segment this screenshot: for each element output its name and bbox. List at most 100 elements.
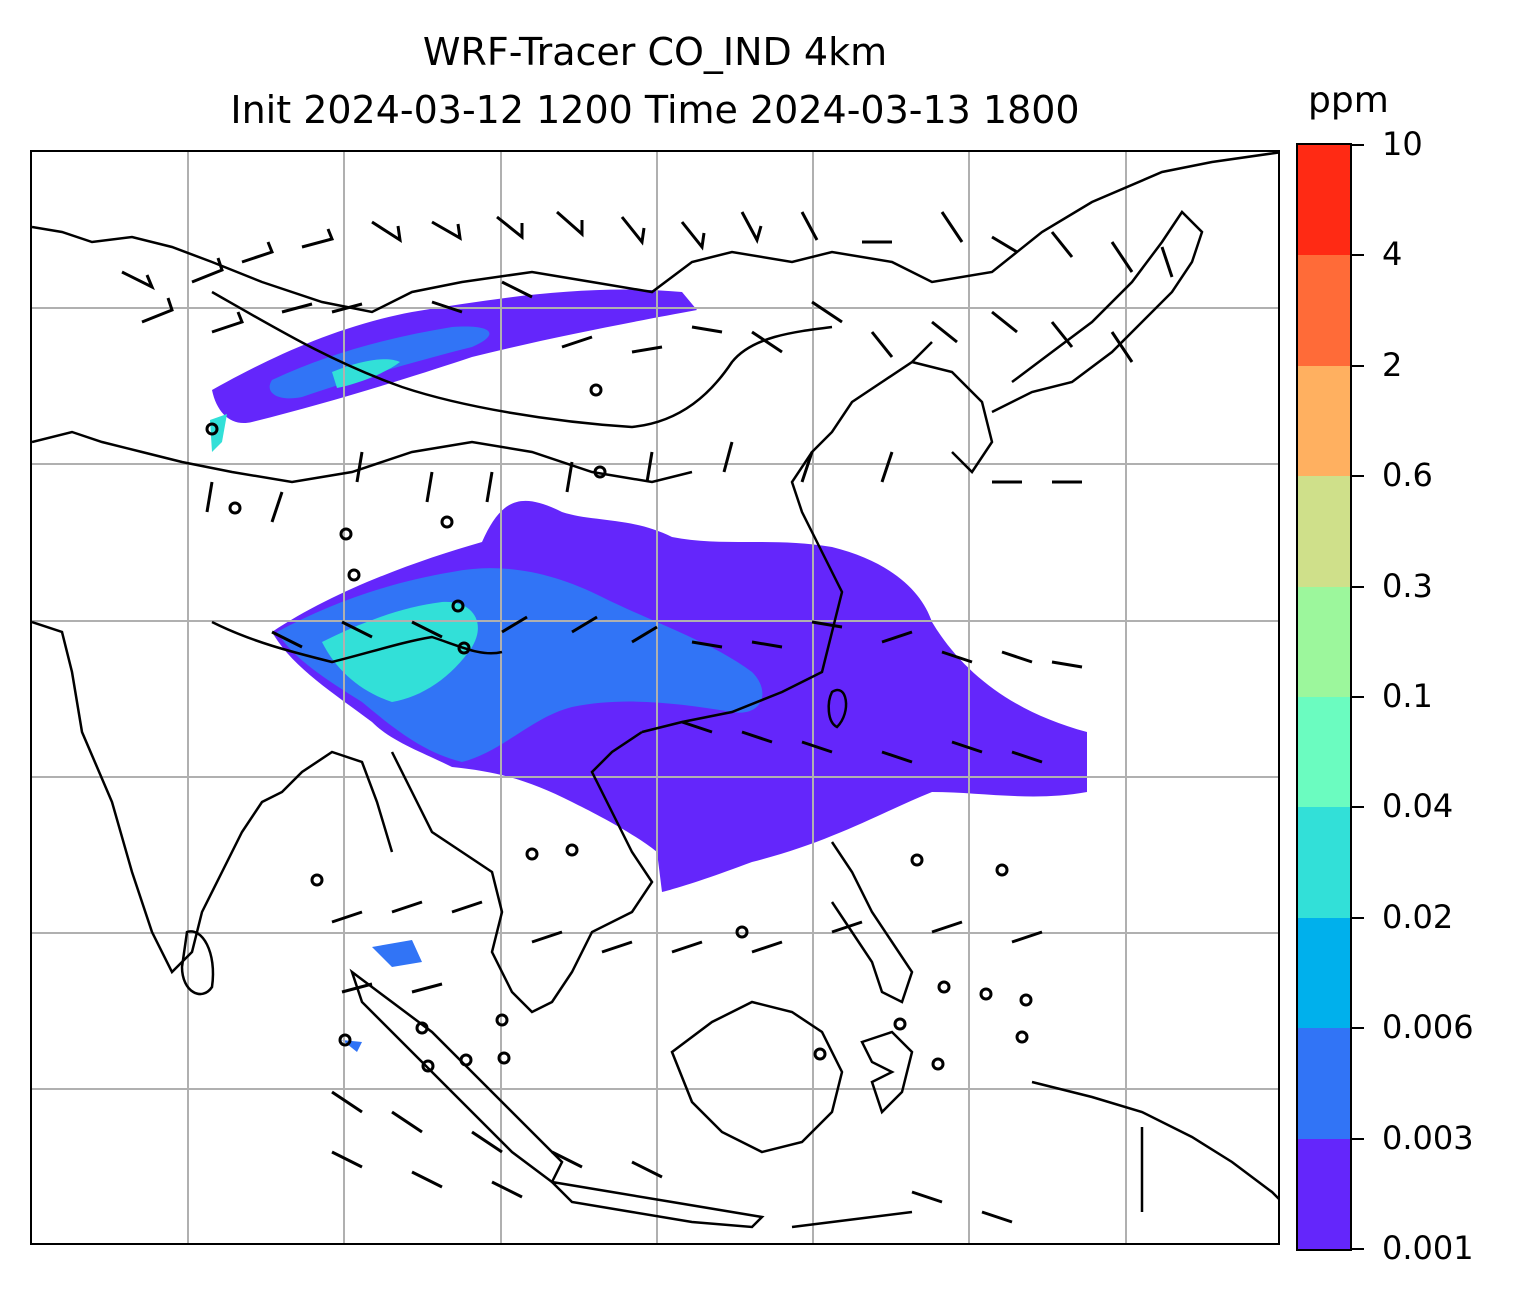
wind-barb bbox=[501, 615, 528, 634]
colorbar-segment bbox=[1298, 365, 1350, 477]
coastline-japan bbox=[991, 210, 1204, 414]
calm-wind-marker bbox=[893, 1017, 907, 1031]
wind-barb bbox=[722, 441, 734, 473]
wind-barb bbox=[411, 982, 443, 994]
coastline-china-east bbox=[641, 341, 933, 734]
colorbar-segment bbox=[1298, 476, 1350, 588]
wind-barb bbox=[411, 620, 443, 639]
border-himalaya bbox=[211, 620, 503, 664]
wind-barb bbox=[671, 940, 703, 954]
wind-barb bbox=[205, 481, 214, 513]
coastline-new-guinea bbox=[1031, 1080, 1278, 1200]
colorbar-tick bbox=[1352, 1137, 1364, 1140]
colorbar-tick bbox=[1352, 475, 1364, 478]
calm-wind-marker bbox=[995, 863, 1009, 877]
wind-barb bbox=[331, 910, 363, 924]
colorbar-segment bbox=[1298, 586, 1350, 698]
colorbar-tick bbox=[1352, 364, 1364, 367]
wind-barb bbox=[531, 930, 563, 944]
calm-wind-marker bbox=[937, 980, 951, 994]
wind-barb bbox=[991, 310, 1018, 334]
wind-barb bbox=[751, 330, 783, 354]
colorbar-label: 10 bbox=[1382, 125, 1423, 163]
calm-wind-marker bbox=[931, 1057, 945, 1071]
calm-wind-marker bbox=[593, 465, 607, 479]
wind-barb bbox=[556, 210, 584, 238]
wind-barb bbox=[631, 1160, 663, 1179]
plume-north bbox=[212, 289, 697, 424]
wind-barb bbox=[1011, 750, 1043, 764]
calm-wind-marker bbox=[979, 987, 993, 1001]
wind-barb bbox=[940, 211, 964, 243]
calm-wind-marker bbox=[415, 1021, 429, 1035]
calm-wind-marker bbox=[228, 501, 242, 515]
wind-barb bbox=[371, 220, 402, 244]
calm-wind-marker bbox=[347, 568, 361, 582]
wind-barb bbox=[391, 1110, 423, 1134]
colorbar-segment bbox=[1298, 1028, 1350, 1140]
gridlines bbox=[32, 152, 1278, 1243]
wind-barb bbox=[1050, 231, 1074, 258]
calm-wind-marker bbox=[813, 1047, 827, 1061]
colorbar-label: 0.006 bbox=[1382, 1008, 1474, 1047]
calm-wind-marker bbox=[589, 383, 603, 397]
colorbar-tick bbox=[1352, 1248, 1364, 1250]
colorbar-tick bbox=[1352, 254, 1364, 257]
coastline-sri-lanka bbox=[180, 930, 215, 996]
colorbar-label: 4 bbox=[1382, 235, 1403, 274]
colorbar-label: 0.6 bbox=[1382, 456, 1433, 495]
colorbar-tick bbox=[1352, 916, 1364, 919]
wind-barb bbox=[471, 1130, 503, 1154]
wind-barb bbox=[911, 1190, 943, 1204]
wind-barb bbox=[881, 750, 913, 764]
wind-barb bbox=[565, 461, 574, 493]
plume-java-spot bbox=[372, 940, 422, 967]
wind-barb bbox=[451, 900, 483, 914]
calm-wind-marker bbox=[497, 1051, 511, 1065]
colorbar-segment bbox=[1298, 255, 1350, 367]
wind-barb bbox=[331, 302, 363, 314]
wind-barb bbox=[870, 331, 894, 358]
wind-barb bbox=[620, 216, 646, 246]
wind-barb bbox=[645, 451, 654, 483]
wind-barb bbox=[981, 1210, 1013, 1224]
wind-barb bbox=[880, 451, 894, 483]
wind-barb bbox=[496, 215, 524, 241]
calm-wind-marker bbox=[440, 515, 454, 529]
coastline-lesser-sunda bbox=[791, 1210, 913, 1229]
wind-barb bbox=[271, 630, 303, 649]
wind-barb bbox=[951, 740, 983, 754]
wind-barb bbox=[491, 1180, 523, 1199]
wind-barb bbox=[800, 211, 819, 241]
wind-barb bbox=[355, 451, 364, 483]
wind-barb bbox=[801, 740, 833, 754]
wind-barb bbox=[301, 228, 335, 249]
wind-barb bbox=[751, 940, 783, 954]
calm-wind-marker bbox=[1019, 993, 1033, 1007]
wind-barb bbox=[1160, 246, 1174, 278]
wind-barb bbox=[631, 345, 663, 354]
colorbar-tick bbox=[1352, 806, 1364, 809]
map-title: WRF-Tracer CO_IND 4km bbox=[422, 30, 888, 74]
calm-wind-marker bbox=[451, 599, 465, 613]
wind-barb bbox=[211, 311, 244, 334]
wind-barb bbox=[191, 257, 224, 284]
colorbar-label: 0.04 bbox=[1382, 787, 1454, 826]
wind-barb bbox=[991, 235, 1018, 254]
wind-barb bbox=[270, 491, 284, 523]
coastline-sulawesi bbox=[860, 1030, 914, 1115]
tracer-plume bbox=[210, 289, 1087, 1052]
wind-barb bbox=[551, 1150, 583, 1169]
calm-wind-marker bbox=[735, 925, 749, 939]
wind-barb bbox=[881, 630, 913, 644]
colorbar bbox=[1296, 143, 1352, 1251]
wind-barb bbox=[691, 325, 723, 334]
coastline-java bbox=[548, 1180, 765, 1229]
calm-wind-marker bbox=[338, 1033, 352, 1047]
coastline-india bbox=[32, 620, 394, 975]
calm-wind-marker bbox=[495, 1013, 509, 1027]
wind-barb bbox=[281, 302, 313, 314]
wind-barb bbox=[501, 280, 533, 299]
wind-barb bbox=[331, 1090, 363, 1114]
wind-barb bbox=[680, 221, 706, 251]
